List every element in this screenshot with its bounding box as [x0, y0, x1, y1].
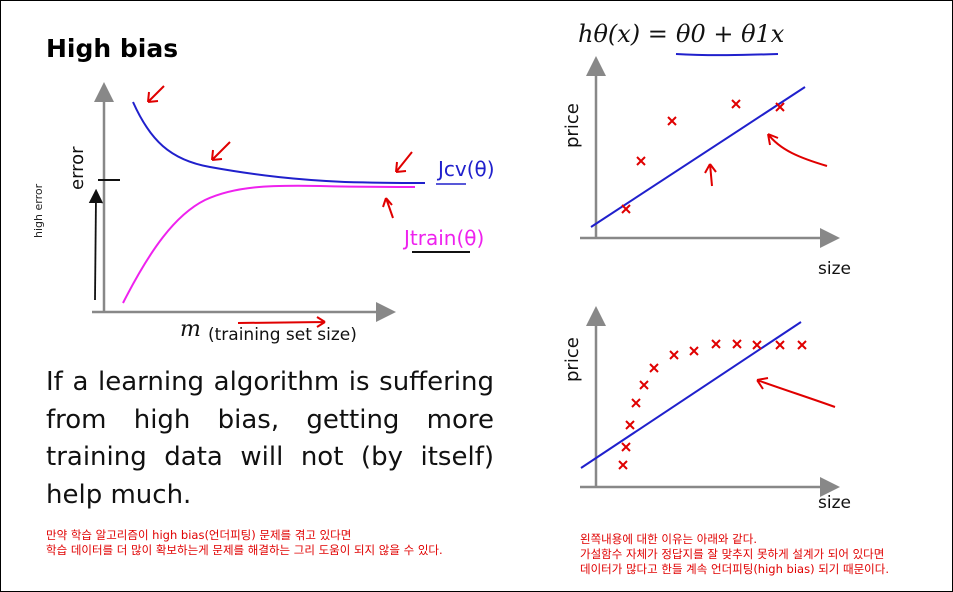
note-left-line: 학습 데이터를 더 많이 확보하는게 문제를 해결하는 그리 도움이 되지 않을… [46, 543, 443, 557]
top-point [636, 156, 646, 166]
lc-handwritten-note: high error [32, 183, 45, 238]
formula-underline [675, 53, 779, 57]
note-right-line: 왼쪽내용에 대한 이유는 아래와 같다. [580, 532, 757, 546]
lc-red-arrows [147, 85, 413, 328]
lc-x-axis-label: (training set size) [208, 325, 357, 345]
top-point [667, 116, 677, 126]
jcv-label: Jcv(θ) [436, 157, 495, 181]
bottom-annotation-arrow [756, 377, 836, 408]
note-left-line: 만약 학습 알고리즘이 high bias(언더피팅) 문제를 겪고 있다면 [46, 528, 352, 542]
top-fit-line [590, 86, 806, 228]
bottom-point [669, 350, 679, 360]
bottom-point [711, 339, 721, 349]
jtrain-curve [122, 184, 416, 304]
top-x-label: size [818, 259, 851, 279]
jtrain-label: Jtrain(θ) [402, 226, 484, 250]
formula-rhs: θ0 + θ1x [676, 20, 785, 48]
bottom-point [639, 380, 649, 390]
top-annotation-arrows [704, 133, 828, 187]
bottom-x-label: size [818, 493, 851, 513]
bottom-point [618, 460, 628, 470]
hypothesis-formula: hθ(x) = θ0 + θ1x [578, 20, 785, 57]
top-scatter-plot: price size [562, 56, 851, 279]
formula-lhs: hθ(x) = [578, 20, 668, 48]
top-y-label: price [562, 103, 583, 148]
bottom-point [752, 340, 762, 350]
bottom-y-label: price [562, 337, 583, 382]
bottom-point [689, 346, 699, 356]
top-point [775, 102, 785, 112]
bottom-point [649, 363, 659, 373]
top-points [621, 99, 785, 214]
bottom-point [625, 420, 635, 430]
learning-curve-chart: error high error Jcv(θ) Jtrain(θ) m (tra… [32, 82, 495, 345]
note-right-line: 데이터가 많다고 한들 계속 언더피팅(high bias) 되기 때문이다. [580, 562, 890, 576]
lc-x-axis-symbol: m [180, 317, 201, 342]
bottom-point [631, 398, 641, 408]
note-left: 만약 학습 알고리즘이 high bias(언더피팅) 문제를 겪고 있다면 학… [46, 528, 443, 558]
bottom-point [775, 340, 785, 350]
jcv-curve [132, 101, 426, 184]
bottom-point [732, 339, 742, 349]
bottom-fit-line [580, 321, 802, 469]
note-right-line: 가설함수 자체가 정답지를 잘 맞추지 못하게 설계가 되어 있다면 [580, 547, 885, 561]
lc-handwritten-y-arrow [88, 188, 104, 301]
bottom-points [618, 339, 807, 470]
bottom-scatter-plot: price size [562, 306, 851, 513]
bottom-point [621, 442, 631, 452]
top-point [731, 99, 741, 109]
note-right: 왼쪽내용에 대한 이유는 아래와 같다. 가설함수 자체가 정답지를 잘 맞추지… [580, 532, 889, 577]
lc-y-axis-label: error [67, 146, 88, 190]
slide-paragraph: If a learning algorithm is suffering fro… [46, 367, 494, 510]
bottom-point [797, 340, 807, 350]
slide-title: High bias [46, 34, 179, 63]
top-point [621, 204, 631, 214]
